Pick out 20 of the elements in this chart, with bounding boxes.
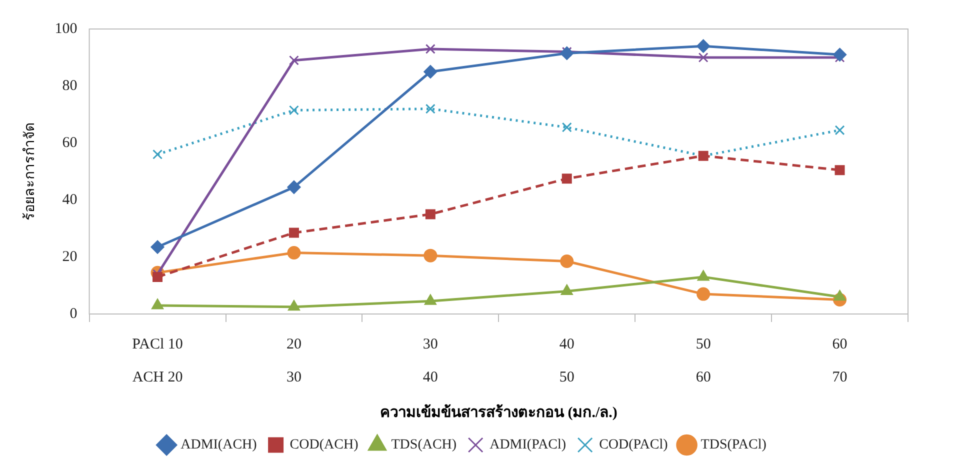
x-axis-title: ความเข้มข้นสารสร้างตะกอน (มก./ล.) [380,404,618,421]
y-tick-label: 40 [62,192,78,208]
x-tick-label: 40 50 [559,336,574,386]
y-tick-label: 100 [54,20,78,37]
x-tick-label: PACl 10 ACH 20 [132,336,183,386]
y-tick-label: 80 [62,78,78,94]
x-tick-label: 30 40 [422,336,438,386]
x-tick-label: 20 30 [286,336,302,386]
legend-label: COD(PACl) [599,438,668,453]
y-tick-label: 20 [62,248,78,265]
y-tick-label: 0 [70,306,78,322]
legend-label: COD(ACH) [290,438,359,453]
legend-label: ADMI(PACl) [490,438,566,453]
y-tick-label: 60 [62,134,78,151]
x-tick-label: 60 70 [832,336,848,386]
legend-label: ADMI(ACH) [180,438,258,453]
y-axis-title: ร้อยละการกำจัด [22,122,38,220]
x-tick-label: 50 60 [696,336,711,386]
legend-label: TDS(ACH) [391,438,457,453]
legend-label: TDS(PACl) [700,438,767,453]
